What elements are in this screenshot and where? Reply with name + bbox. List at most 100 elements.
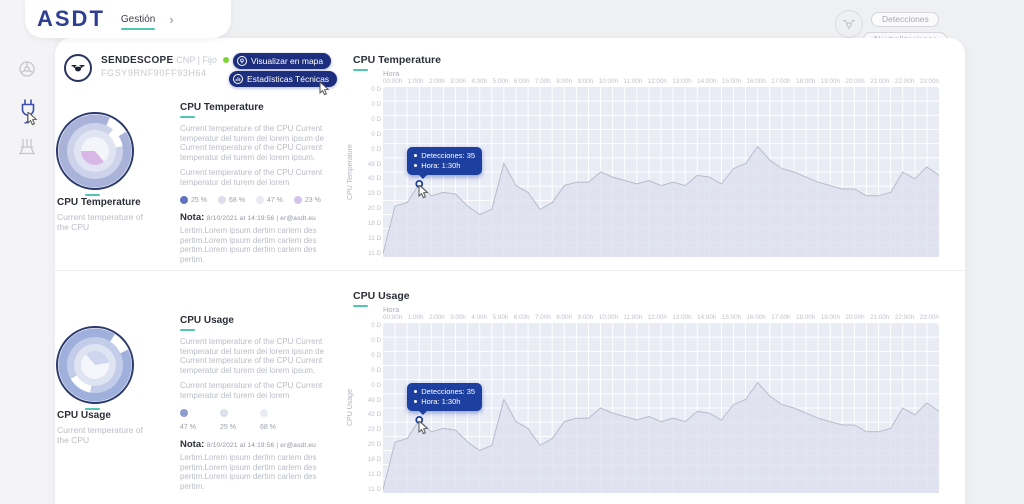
x-tick: 6:00h xyxy=(513,78,530,85)
x-tick: 6:00h xyxy=(513,314,530,321)
legend-dot xyxy=(293,196,302,204)
y-axis-ticks: 0 D 0 D 0 D 0 D 0 D 49 D 42 D 23 D 20 D 18 D 11 D 1… xyxy=(357,322,381,493)
nota-meta: 8/10/2021 at 14:19:56 | er@asdt.eu xyxy=(206,442,316,449)
device-drone-icon xyxy=(64,54,92,82)
legend-dot xyxy=(259,409,268,417)
x-tick: 00:00h xyxy=(383,78,403,85)
section-divider xyxy=(55,270,965,271)
x-tick: 3:00h xyxy=(450,314,466,321)
x-tick: 20:00h xyxy=(845,78,865,85)
dock-icon[interactable] xyxy=(18,138,36,160)
y-tick: 11 D xyxy=(368,485,381,493)
x-tick: 14:00h xyxy=(697,314,717,321)
estadisticas-tecnicas-button[interactable]: Estadísticas Técnicas xyxy=(229,71,338,87)
gauge-legend: 47 % 25 % 68 % xyxy=(180,409,340,431)
y-tick: 49 D xyxy=(367,396,381,404)
legend-value: 25 % xyxy=(219,424,236,431)
device-type: CNP | Fijo xyxy=(176,55,217,65)
x-tick: 4:00h xyxy=(471,314,488,321)
x-tick: 20:00h xyxy=(845,314,865,321)
x-tick: 11:00h xyxy=(623,78,643,85)
y-tick: 0 D xyxy=(371,366,381,374)
visualizar-en-mapa-button[interactable]: Visualizar en mapa xyxy=(233,53,332,69)
x-tick: 16:00h xyxy=(746,78,766,85)
info-title: CPU Usage xyxy=(180,315,234,326)
cpu-temperature-info: CPU Temperature Current temperature of t… xyxy=(180,102,340,264)
x-tick: 5:00h xyxy=(492,314,509,321)
tooltip-line: Hora: 1:30h xyxy=(421,160,461,170)
plot-area[interactable]: Detecciones: 35 Hora: 1:30h xyxy=(383,87,939,257)
legend-value: 47 % xyxy=(180,424,196,431)
x-tick: 1:00h xyxy=(407,314,424,321)
left-sidebar xyxy=(0,0,55,504)
x-tick: 15:00h xyxy=(721,78,742,85)
nota-label: Nota: xyxy=(180,212,205,223)
x-tick: 19:00h xyxy=(820,314,840,321)
device-serial: FGSY9RNF90FF93H64 xyxy=(101,68,207,78)
drone-icon[interactable] xyxy=(835,10,863,38)
x-tick: 10:00h xyxy=(598,78,618,85)
x-tick: 18:00h xyxy=(795,314,816,321)
legend-dot xyxy=(180,196,188,204)
legend-dot xyxy=(217,196,226,204)
chevron-right-icon[interactable]: › xyxy=(169,11,174,27)
y-tick: 0 D xyxy=(371,145,381,153)
gauge-legend: 25 % 68 % 47 % 23 % xyxy=(180,196,340,204)
x-tick: 10:00h xyxy=(598,314,618,321)
top-header: ASDT Gestión › xyxy=(25,0,231,38)
mouse-cursor xyxy=(418,420,429,435)
x-tick: 13:00h xyxy=(672,314,692,321)
tooltip-line: Detecciones: 35 xyxy=(421,386,476,396)
legend-item: 23 % xyxy=(293,196,321,204)
legend-item: 68 % xyxy=(259,409,276,431)
chart-title: CPU Usage xyxy=(353,290,410,302)
plot-area[interactable]: Detecciones: 35 Hora: 1:30h xyxy=(383,323,939,493)
legend-value: 68 % xyxy=(228,196,245,204)
legend-dot xyxy=(255,196,264,204)
y-tick: 20 D xyxy=(367,205,381,213)
tab-gestion[interactable]: Gestión xyxy=(120,13,156,30)
helm-icon[interactable] xyxy=(18,60,36,83)
gauge-title: CPU Temperature xyxy=(57,197,141,208)
device-model: SENDESCOPE xyxy=(101,55,174,66)
legend-item: 68 % xyxy=(217,196,245,204)
gauge-subtitle: Current temperature of the CPU xyxy=(57,425,143,445)
cpu-usage-info: CPU Usage Current temperature of the CPU… xyxy=(180,315,340,491)
detecciones-button[interactable]: Detecciones xyxy=(871,12,939,27)
legend-value: 23 % xyxy=(304,196,321,204)
x-tick: 9:00h xyxy=(577,314,594,321)
y-tick: 42 D xyxy=(367,175,381,183)
x-tick: 3:00h xyxy=(450,78,466,85)
x-tick: 22:00h xyxy=(894,78,915,85)
legend-value: 25 % xyxy=(191,196,207,204)
map-pin-icon xyxy=(237,56,247,66)
nota-text: Lertim.Lorem ipsum dertim carlem des per… xyxy=(180,226,317,264)
chart-tooltip: Detecciones: 35 Hora: 1:30h xyxy=(407,146,483,179)
mouse-cursor xyxy=(319,82,330,96)
x-tick: 9:00h xyxy=(577,78,594,85)
cpu-usage-chart: CPU Usage Hora 00:00h 1:00h 2:00h 3:00h 4:00… xyxy=(347,290,953,493)
y-tick: 0 D xyxy=(371,336,381,344)
y-tick: 0 D xyxy=(371,86,381,93)
gauge-dash xyxy=(85,408,100,410)
y-tick: 23 D xyxy=(367,190,381,198)
x-tick: 22:00h xyxy=(894,314,915,321)
tooltip-line: Detecciones: 35 xyxy=(421,150,476,160)
x-tick: 13:00h xyxy=(672,78,692,85)
x-tick: 8:00h xyxy=(556,314,573,321)
y-axis-label: CPU Usage xyxy=(347,389,354,427)
y-tick: 0 D xyxy=(371,100,381,108)
mouse-cursor xyxy=(418,184,429,199)
x-axis-ticks: 00:00h 1:00h 2:00h 3:00h 4:00h 5:00h 6:00h 7:00… xyxy=(383,314,939,321)
x-axis-label: Hora xyxy=(383,305,400,314)
x-tick: 23:00h xyxy=(919,314,939,321)
x-tick: 8:00h xyxy=(556,78,573,85)
info-paragraph: Current temperature of the CPU Current t… xyxy=(180,337,325,375)
main-card: SENDESCOPE CNP | Fijo FGSY9RNF90FF93H64 … xyxy=(55,38,965,504)
info-title: CPU Temperature xyxy=(180,102,264,113)
chart-canvas xyxy=(383,323,939,493)
x-tick: 12:00h xyxy=(647,78,667,85)
legend-value: 47 % xyxy=(266,196,283,204)
x-tick: 18:00h xyxy=(795,78,816,85)
